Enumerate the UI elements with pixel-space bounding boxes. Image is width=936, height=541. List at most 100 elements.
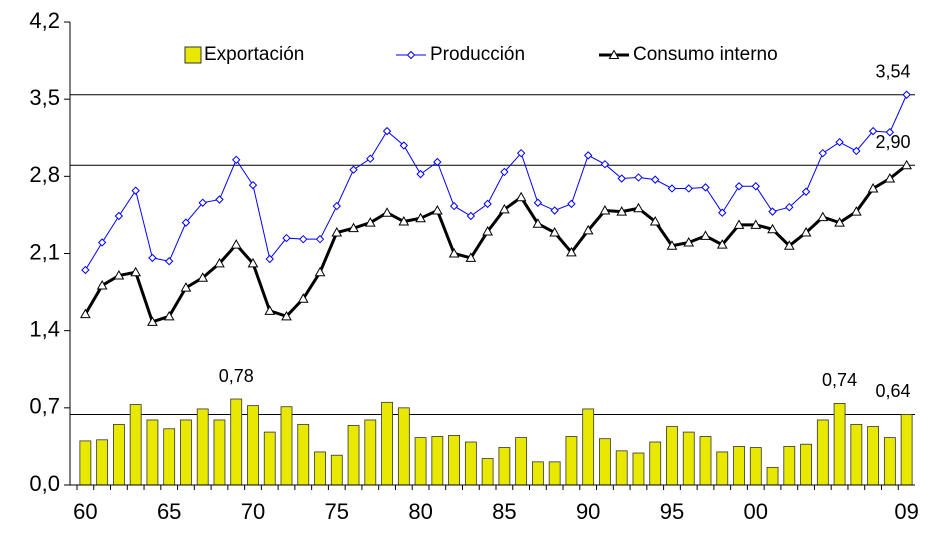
bar [464,441,477,486]
marker [230,239,242,249]
marker [214,257,225,268]
marker [465,252,477,262]
marker [130,266,142,277]
marker [751,182,760,191]
marker [901,159,912,170]
marker [97,238,107,247]
marker [415,212,426,223]
marker [800,227,812,237]
marker [163,310,175,321]
bar [733,446,745,486]
marker [667,184,677,193]
bar [599,438,611,486]
bar [129,404,142,486]
marker [533,198,543,207]
x-tick-label: 65 [157,499,181,524]
marker [734,182,744,191]
marker [80,308,91,319]
x-tick-label: 95 [660,499,684,524]
data-label: 0,78 [219,366,254,386]
marker [416,169,425,179]
bar [548,461,561,486]
marker [835,137,844,147]
marker [181,218,191,227]
x-tick-label: 00 [744,499,768,524]
marker [600,160,610,169]
marker [718,208,727,217]
marker [817,211,829,222]
marker [683,236,695,247]
line [84,94,908,271]
marker [666,240,678,250]
marker [716,239,728,249]
bar [615,450,628,486]
y-tick-label: 3,5 [29,85,60,110]
bar [397,407,410,486]
bar [682,431,695,486]
marker [884,173,896,183]
data-label: 0,64 [875,381,910,401]
y-tick-label: 0,7 [29,394,60,419]
marker [81,265,90,275]
bar [783,446,796,486]
marker [733,219,745,229]
x-tick-label: 75 [325,499,349,524]
marker [532,218,544,228]
marker [818,148,828,158]
x-tick-label: 80 [408,499,432,524]
marker [867,182,879,193]
y-tick-label: 1,4 [29,316,60,341]
marker [852,146,861,156]
bar [900,414,913,486]
bar [263,431,276,486]
marker [449,201,459,211]
marker [515,191,527,202]
marker [684,184,693,193]
marker [649,216,661,226]
marker [482,225,493,236]
marker [131,186,140,195]
bar [146,419,159,486]
legend-label: Consumo interno [633,44,778,65]
marker [448,247,460,258]
bar [431,436,444,486]
marker [96,279,108,290]
x-tick-label: 70 [241,499,265,524]
bar [816,419,829,486]
marker [550,206,559,215]
marker [364,217,376,227]
bar [96,439,109,486]
marker [634,173,643,182]
marker [500,167,509,177]
bar [883,437,896,486]
marker [767,223,778,234]
marker [483,199,492,209]
marker [147,316,158,326]
marker [281,310,292,321]
marker [768,207,777,216]
marker [582,224,594,235]
y-tick-label: 2,1 [29,239,60,264]
bar [180,419,192,486]
bar [515,437,528,486]
marker [113,270,125,280]
y-tick-label: 2,8 [29,162,60,187]
bar [113,423,125,486]
marker [583,151,593,160]
marker [399,141,409,150]
marker [114,211,124,221]
x-tick-label: 09 [894,499,918,524]
marker [834,217,845,227]
marker [215,195,224,204]
bar [800,443,812,486]
marker [198,198,207,207]
marker [785,202,794,212]
marker [617,174,626,183]
marker [466,211,476,221]
legend-label: Exportación [204,44,304,65]
legend-marker [608,49,620,59]
marker [431,204,443,215]
bar [649,441,662,486]
bar [297,423,310,486]
marker [567,199,576,209]
